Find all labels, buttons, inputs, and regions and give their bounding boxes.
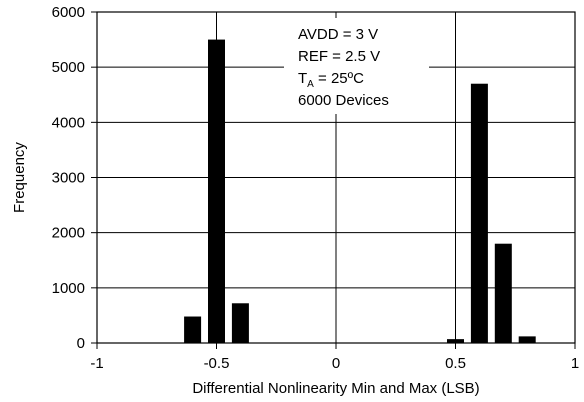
y-axis-label: Frequency [11, 142, 28, 213]
y-tick-label: 0 [77, 335, 85, 352]
histogram-bar [231, 303, 249, 343]
x-tick-label: 0.5 [445, 355, 466, 372]
histogram-bar [208, 39, 225, 343]
x-tick-label: 0 [332, 355, 340, 372]
annotation-line: AVDD = 3 V [298, 26, 378, 43]
y-tick-label: 6000 [52, 4, 85, 21]
y-tick-label: 1000 [52, 280, 85, 297]
histogram-bar [184, 316, 202, 343]
x-axis-label: Differential Nonlinearity Min and Max (L… [192, 380, 479, 397]
x-tick-label: -0.5 [204, 355, 230, 372]
histogram-bar [470, 83, 488, 343]
histogram-bar [447, 339, 464, 343]
annotation-line: REF = 2.5 V [298, 48, 380, 65]
annotation-box: AVDD = 3 V REF = 2.5 V TA = 25ºC 6000 Devic… [298, 26, 389, 109]
y-tick-label: 5000 [52, 59, 85, 76]
y-tick-label: 2000 [52, 225, 85, 242]
x-tick-label: -1 [90, 355, 103, 372]
annotation-line: 6000 Devices [298, 92, 389, 109]
annotation-line: TA = 25ºC [298, 70, 364, 90]
annotation-background [284, 18, 429, 114]
x-tick-label: 1 [571, 355, 579, 372]
histogram-bar [494, 243, 512, 343]
y-tick-label: 4000 [52, 114, 85, 131]
ticks-layer: -1 -0.5 0 0.5 1 0 1000 2000 3000 4000 5000 6000 [52, 4, 580, 372]
histogram-bar [518, 336, 536, 343]
y-tick-label: 3000 [52, 170, 85, 187]
bars-layer [184, 39, 536, 343]
